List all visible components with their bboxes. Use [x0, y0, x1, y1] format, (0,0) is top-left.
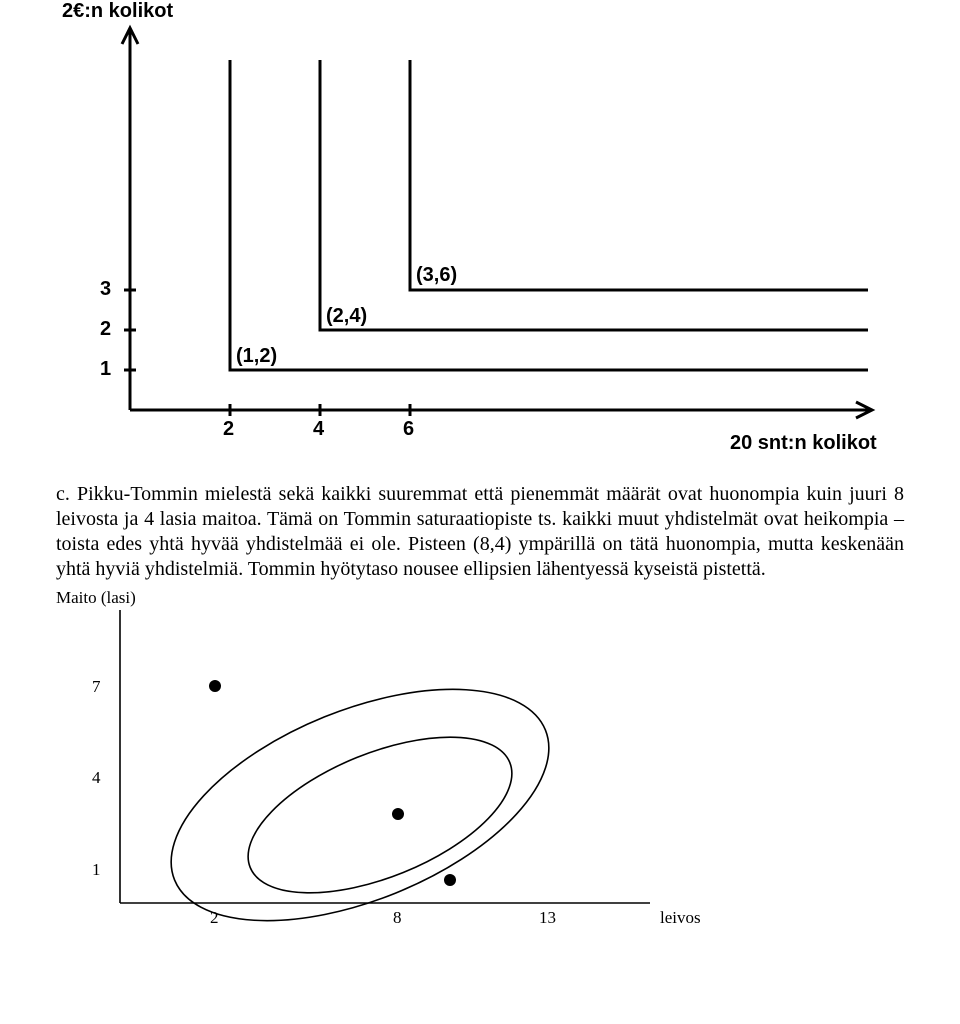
paragraph-c: c. Pikku-Tommin mielestä sekä kaikki suu…: [56, 482, 904, 582]
y-tick-3: 3: [100, 278, 111, 301]
y2-tick-4: 4: [92, 768, 101, 788]
point-label-3-6: (3,6): [416, 264, 457, 287]
y-tick-2: 2: [100, 318, 111, 341]
x-axis-label-2: leivos: [660, 908, 701, 928]
y-tick-1: 1: [100, 358, 111, 381]
y2-tick-1: 1: [92, 860, 101, 880]
x-tick-2: 2: [223, 418, 234, 441]
y-axis-label-2: Maito (lasi): [56, 588, 904, 608]
x2-tick-8: 8: [393, 908, 402, 928]
x-tick-6: 6: [403, 418, 414, 441]
paragraph-body: Pikku-Tommin mielestä sekä kaikki suurem…: [56, 483, 904, 580]
point-label-1-2: (1,2): [236, 345, 277, 368]
x-axis-label: 20 snt:n kolikot: [730, 432, 877, 455]
chart2-svg: [30, 610, 930, 925]
paragraph-prefix: c.: [56, 483, 77, 505]
figure-ellipse: 7 4 1 2 8 13 leivos: [30, 610, 930, 925]
x-tick-4: 4: [313, 418, 324, 441]
chart1-svg: [30, 0, 930, 470]
figure-l-curves: 2€:n kolikot 1: [30, 0, 930, 470]
y2-tick-7: 7: [92, 677, 101, 697]
x2-tick-2: 2: [210, 908, 219, 928]
x2-tick-13: 13: [539, 908, 556, 928]
point-label-2-4: (2,4): [326, 305, 367, 328]
